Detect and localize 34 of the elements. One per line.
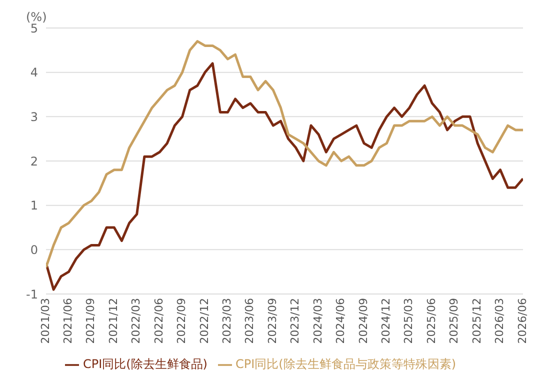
x-tick-label: 2024/09 [356,298,370,344]
x-tick-label: 2021/06 [62,298,75,344]
x-tick-label: 2023/06 [243,298,256,344]
x-tick-label: 2023/09 [266,298,279,344]
x-tick-label: 2022/12 [198,298,211,344]
x-tick-label: 2025/03 [402,298,416,344]
x-tick-label: 2026/03 [493,298,506,344]
x-tick-label: 2026/06 [516,298,529,344]
x-tick-label: 2021/03 [38,298,52,344]
x-tick-label: 2025/06 [424,298,438,344]
y-tick-label: 0 [30,242,38,257]
line-series [46,62,523,291]
x-tick-label: 2024/12 [380,298,393,344]
x-tick-label: 2022/09 [175,298,188,344]
x-tick-label: 2022/03 [130,298,143,344]
x-tick-label: 2021/09 [84,298,98,344]
line-series [46,40,523,269]
x-tick-label: 2021/12 [106,298,120,344]
y-axis-title: (%) [26,10,47,24]
x-tick-label: 2022/06 [152,298,166,344]
y-tick-label: 1 [30,198,38,213]
x-tick-label: 2025/12 [470,298,484,344]
y-tick-label: 4 [30,66,38,80]
legend-label: CPI同比(除去生鲜食品与政策等特殊因素) [236,357,456,371]
x-tick-label: 2025/09 [448,298,461,344]
x-tick-label: 2023/12 [288,298,302,344]
legend-label: CPI同比(除去生鲜食品) [82,357,208,371]
x-tick-label: 2024/06 [334,298,348,344]
x-tick-label: 2023/03 [220,298,234,344]
y-tick-label: 5 [30,21,38,36]
x-tick-label: 2024/03 [311,298,324,344]
y-tick-label: 2 [30,154,38,168]
y-tick-label: -1 [26,287,38,302]
y-tick-label: 3 [30,110,38,124]
